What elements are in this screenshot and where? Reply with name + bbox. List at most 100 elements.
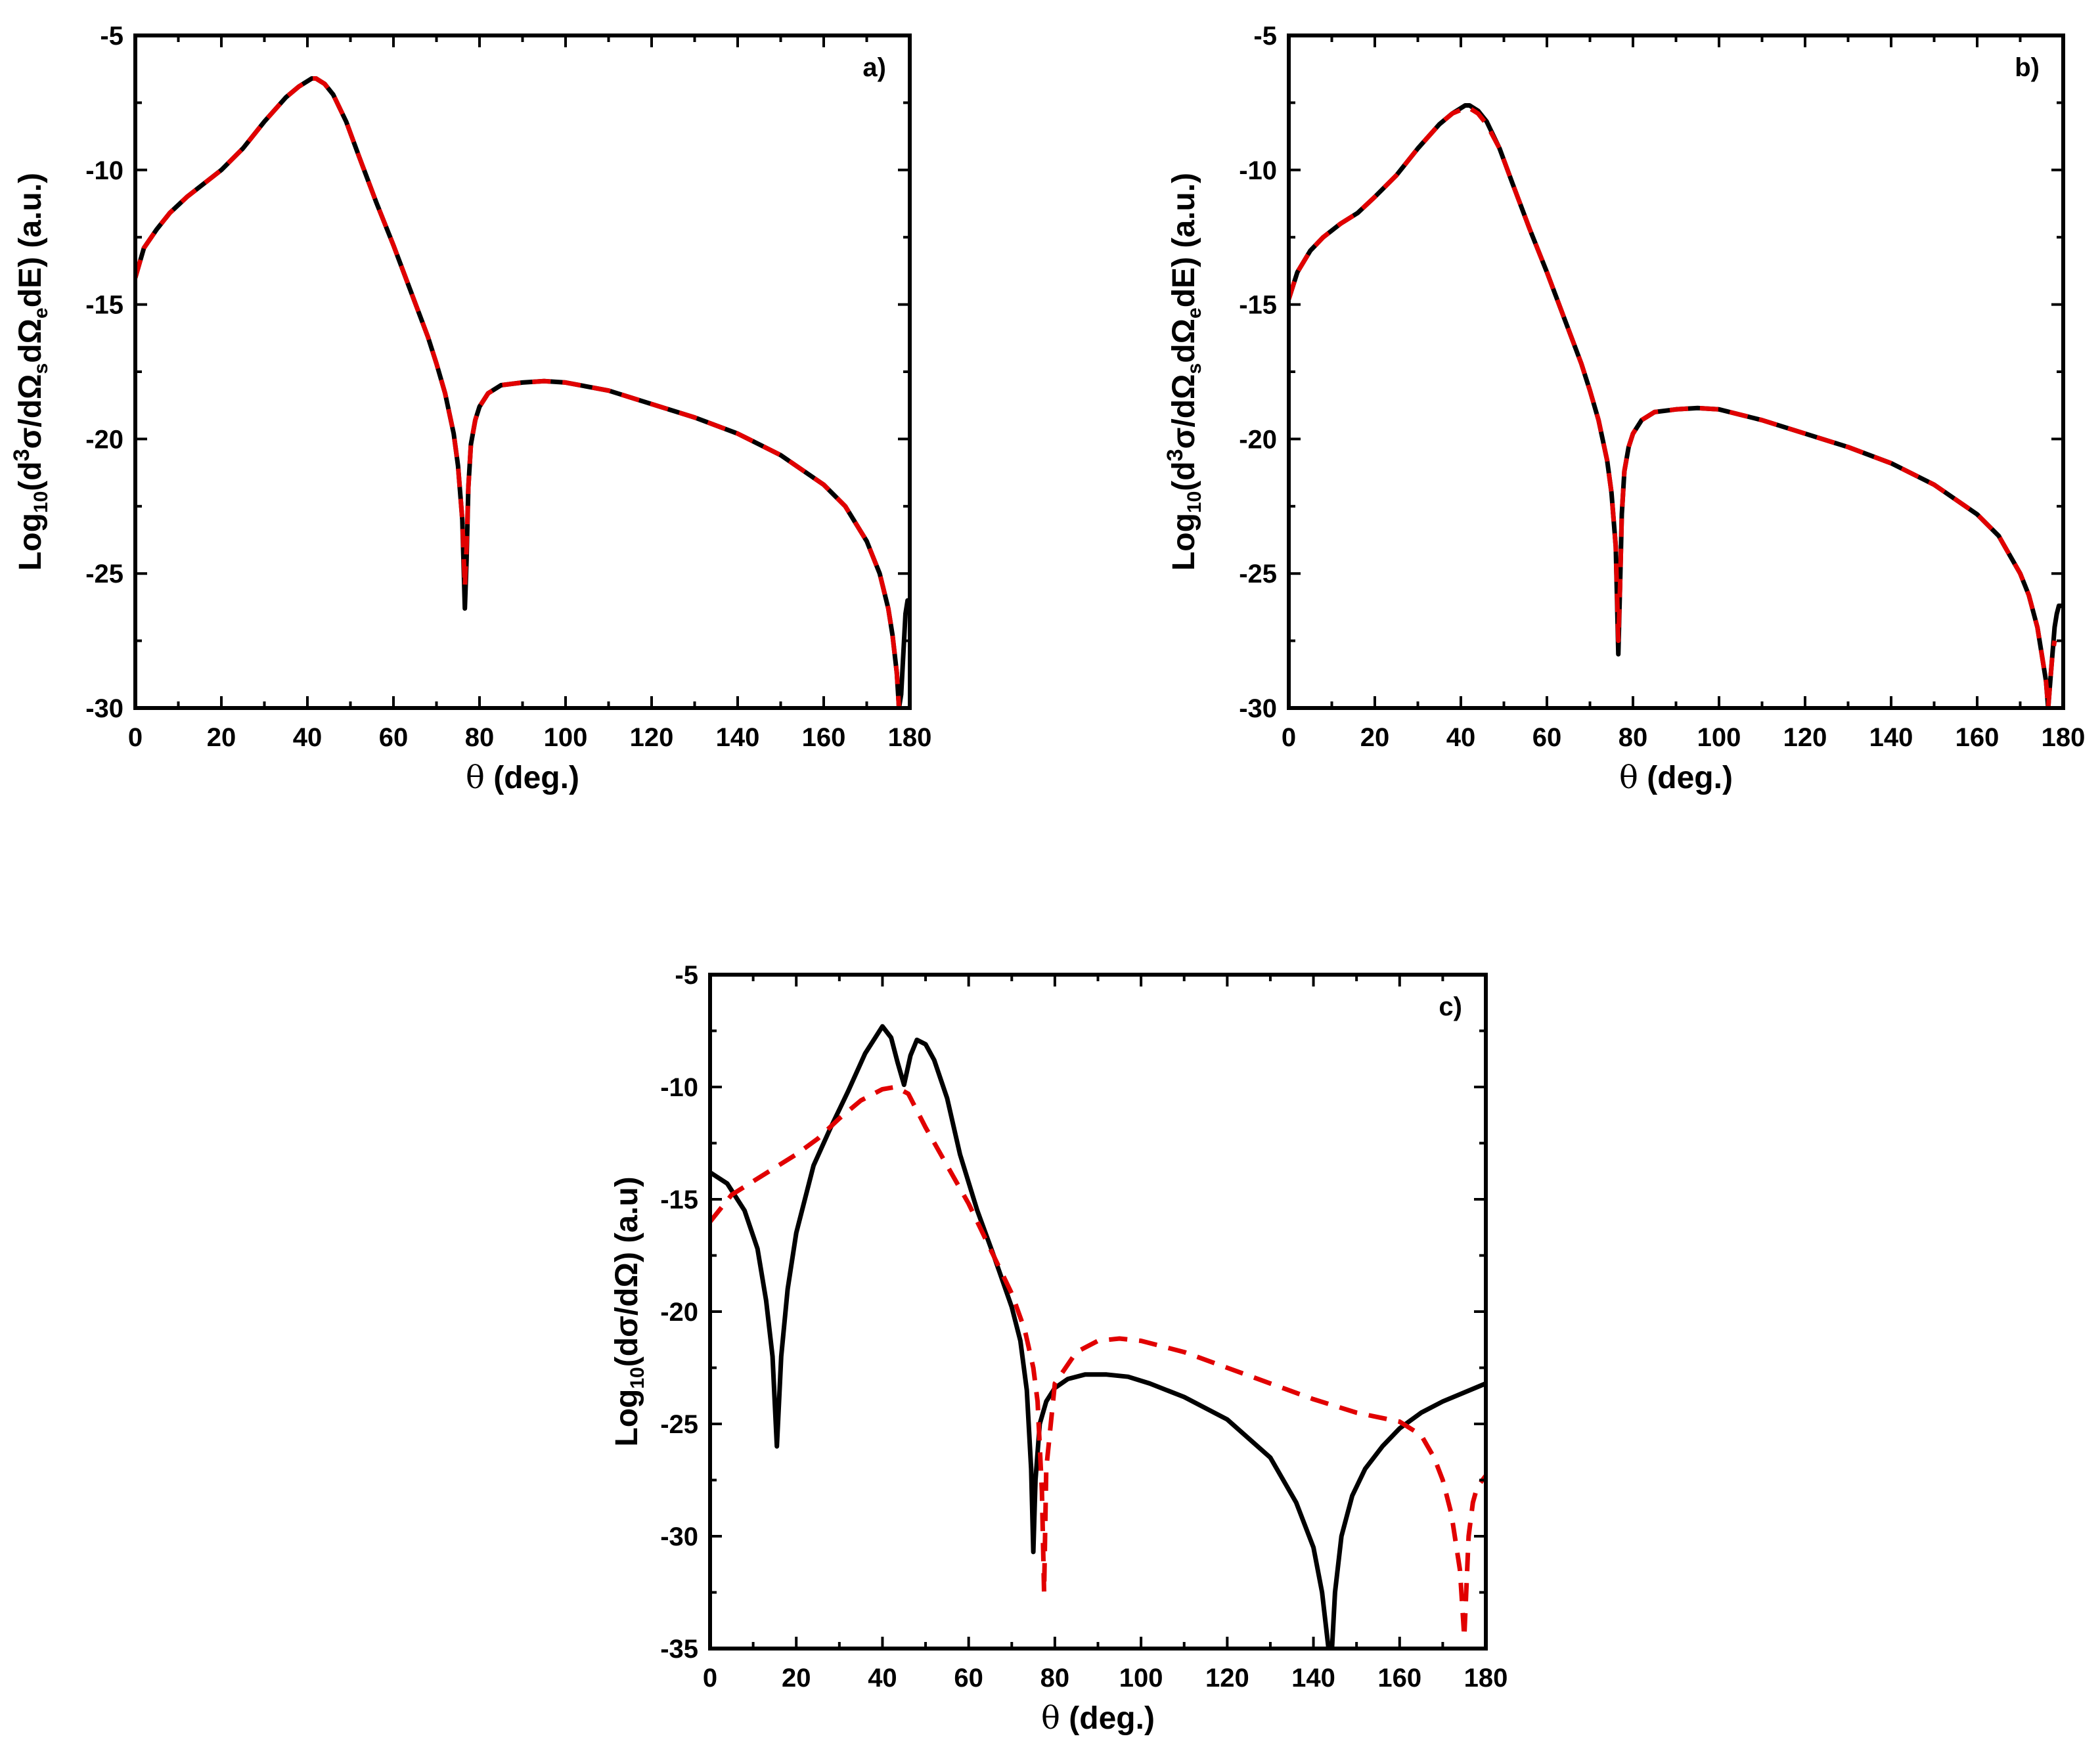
x-tick-label: 100 [544,723,588,752]
y-axis-label-part: (d [1167,461,1201,491]
y-axis-label-part: 3 [9,449,34,461]
x-tick-label: 140 [1869,723,1913,752]
series-group [710,1024,1486,1649]
x-axis-symbol: θ [1041,1700,1060,1737]
y-tick-label: -20 [660,1298,698,1327]
y-tick-label: -15 [660,1186,698,1214]
series-line-solid [710,1024,1486,1649]
y-axis-label-part: Log [1167,513,1201,571]
y-tick-label: -15 [1239,291,1277,320]
y-axis-label-part: e [30,307,52,319]
series-line-solid [1289,103,2063,708]
x-tick-label: 0 [703,1664,717,1693]
x-axis-label: θ (deg.) [466,759,579,796]
x-tick-label: 160 [1377,1664,1421,1693]
y-axis-label-part: 3 [1163,449,1188,461]
y-tick-label: -25 [660,1410,698,1439]
x-tick-label: 80 [1619,723,1648,752]
y-axis-label-part: (dσ/dΩ) (a.u) [610,1176,644,1367]
series-line-solid [135,76,910,708]
y-tick-label: -10 [85,156,123,185]
y-tick-label: -5 [1253,22,1277,51]
y-axis-label-part: dE) (a.u.) [1167,173,1201,307]
x-axis-units: (deg.) [485,761,579,795]
y-tick-label: -30 [85,694,123,723]
y-axis-label-part: Log [610,1389,644,1447]
y-tick-label: -5 [100,22,123,51]
y-axis-label-part: σ/dΩ [1167,374,1201,449]
x-tick-label: 180 [1464,1664,1508,1693]
y-axis-label-part: s [30,363,52,374]
series-line-dashed [135,76,902,708]
y-axis-label-part: 10 [30,491,52,513]
y-axis-label-part: dE) (a.u.) [13,173,48,307]
x-axis-label: θ (deg.) [1041,1700,1155,1737]
y-tick-label: -15 [85,291,123,320]
y-axis-label-part: s [1184,363,1205,374]
panel-c-chart: 0 20 40 60 80 100 120 140 160 180 -5 -10 -15 -20 -25 -3… [610,961,1508,1737]
y-tick-label: -20 [1239,425,1277,454]
series-group [135,76,910,708]
series-line-dashed [1289,106,2057,708]
x-tick-label: 180 [888,723,932,752]
y-tick-label: -30 [1239,694,1277,723]
x-tick-label: 120 [630,723,674,752]
y-tick-label: -10 [660,1073,698,1102]
x-tick-label: 160 [802,723,846,752]
x-tick-label: 0 [1282,723,1296,752]
x-tick-label: 60 [954,1664,983,1693]
panel-b-chart: 0 20 40 60 80 100 120 140 160 180 -5 -10 -15 -20 -25 -3… [1163,22,2085,796]
y-tick-label: -10 [1239,156,1277,185]
y-axis-label-part: σ/dΩ [13,374,48,449]
x-axis-units: (deg.) [1060,1701,1155,1736]
x-tick-label: 0 [128,723,143,752]
y-axis-label-part: dΩ [13,319,48,363]
x-tick-label: 40 [868,1664,897,1693]
x-tick-label: 120 [1783,723,1827,752]
y-tick-label: -20 [85,425,123,454]
x-tick-label: 80 [1040,1664,1070,1693]
panel-label: a) [862,53,886,82]
panel-label: b) [2015,53,2040,82]
x-tick-label: 40 [1446,723,1476,752]
series-group [1289,103,2063,708]
y-tick-label: -30 [660,1522,698,1551]
panel-a-chart: 0 20 40 60 80 100 120 140 160 180 -5 -10 -15 -20 -25 -3… [9,22,931,796]
y-tick-label: -25 [1239,560,1277,588]
y-axis-label-part: e [1184,307,1205,319]
x-tick-label: 100 [1119,1664,1163,1693]
y-axis-label-part: (d [13,461,48,491]
y-axis-label: Log10(d3σ/dΩsdΩedE) (a.u.) [9,173,52,571]
x-tick-label: 20 [207,723,236,752]
y-tick-label: -5 [675,961,698,990]
plot-frame [708,973,1488,1651]
x-tick-label: 60 [1532,723,1562,752]
x-tick-label: 100 [1697,723,1741,752]
x-tick-label: 180 [2042,723,2086,752]
x-axis-label: θ (deg.) [1619,759,1733,796]
x-tick-label: 60 [379,723,409,752]
x-tick-label: 40 [293,723,323,752]
x-axis-symbol: θ [466,759,485,796]
y-tick-label: -35 [660,1635,698,1664]
y-axis-label-part: Log [13,513,48,571]
x-axis-symbol: θ [1619,759,1638,796]
y-tick-label: -25 [85,560,123,588]
x-axis-units: (deg.) [1638,761,1733,795]
x-tick-label: 140 [716,723,760,752]
x-tick-label: 160 [1955,723,1999,752]
series-line-dashed [710,1084,1486,1640]
x-tick-label: 20 [782,1664,811,1693]
y-axis-label: Log10(dσ/dΩ) (a.u) [610,1176,648,1446]
y-axis-label: Log10(d3σ/dΩsdΩedE) (a.u.) [1163,173,1205,571]
x-tick-label: 20 [1360,723,1390,752]
panel-label: c) [1439,992,1462,1021]
y-axis-label-part: 10 [627,1367,648,1388]
y-axis-label-part: dΩ [1167,319,1201,363]
y-axis-label-part: 10 [1184,491,1205,513]
x-tick-label: 80 [465,723,495,752]
plot-frame [1287,33,2065,710]
x-tick-label: 140 [1291,1664,1335,1693]
x-tick-label: 120 [1205,1664,1249,1693]
